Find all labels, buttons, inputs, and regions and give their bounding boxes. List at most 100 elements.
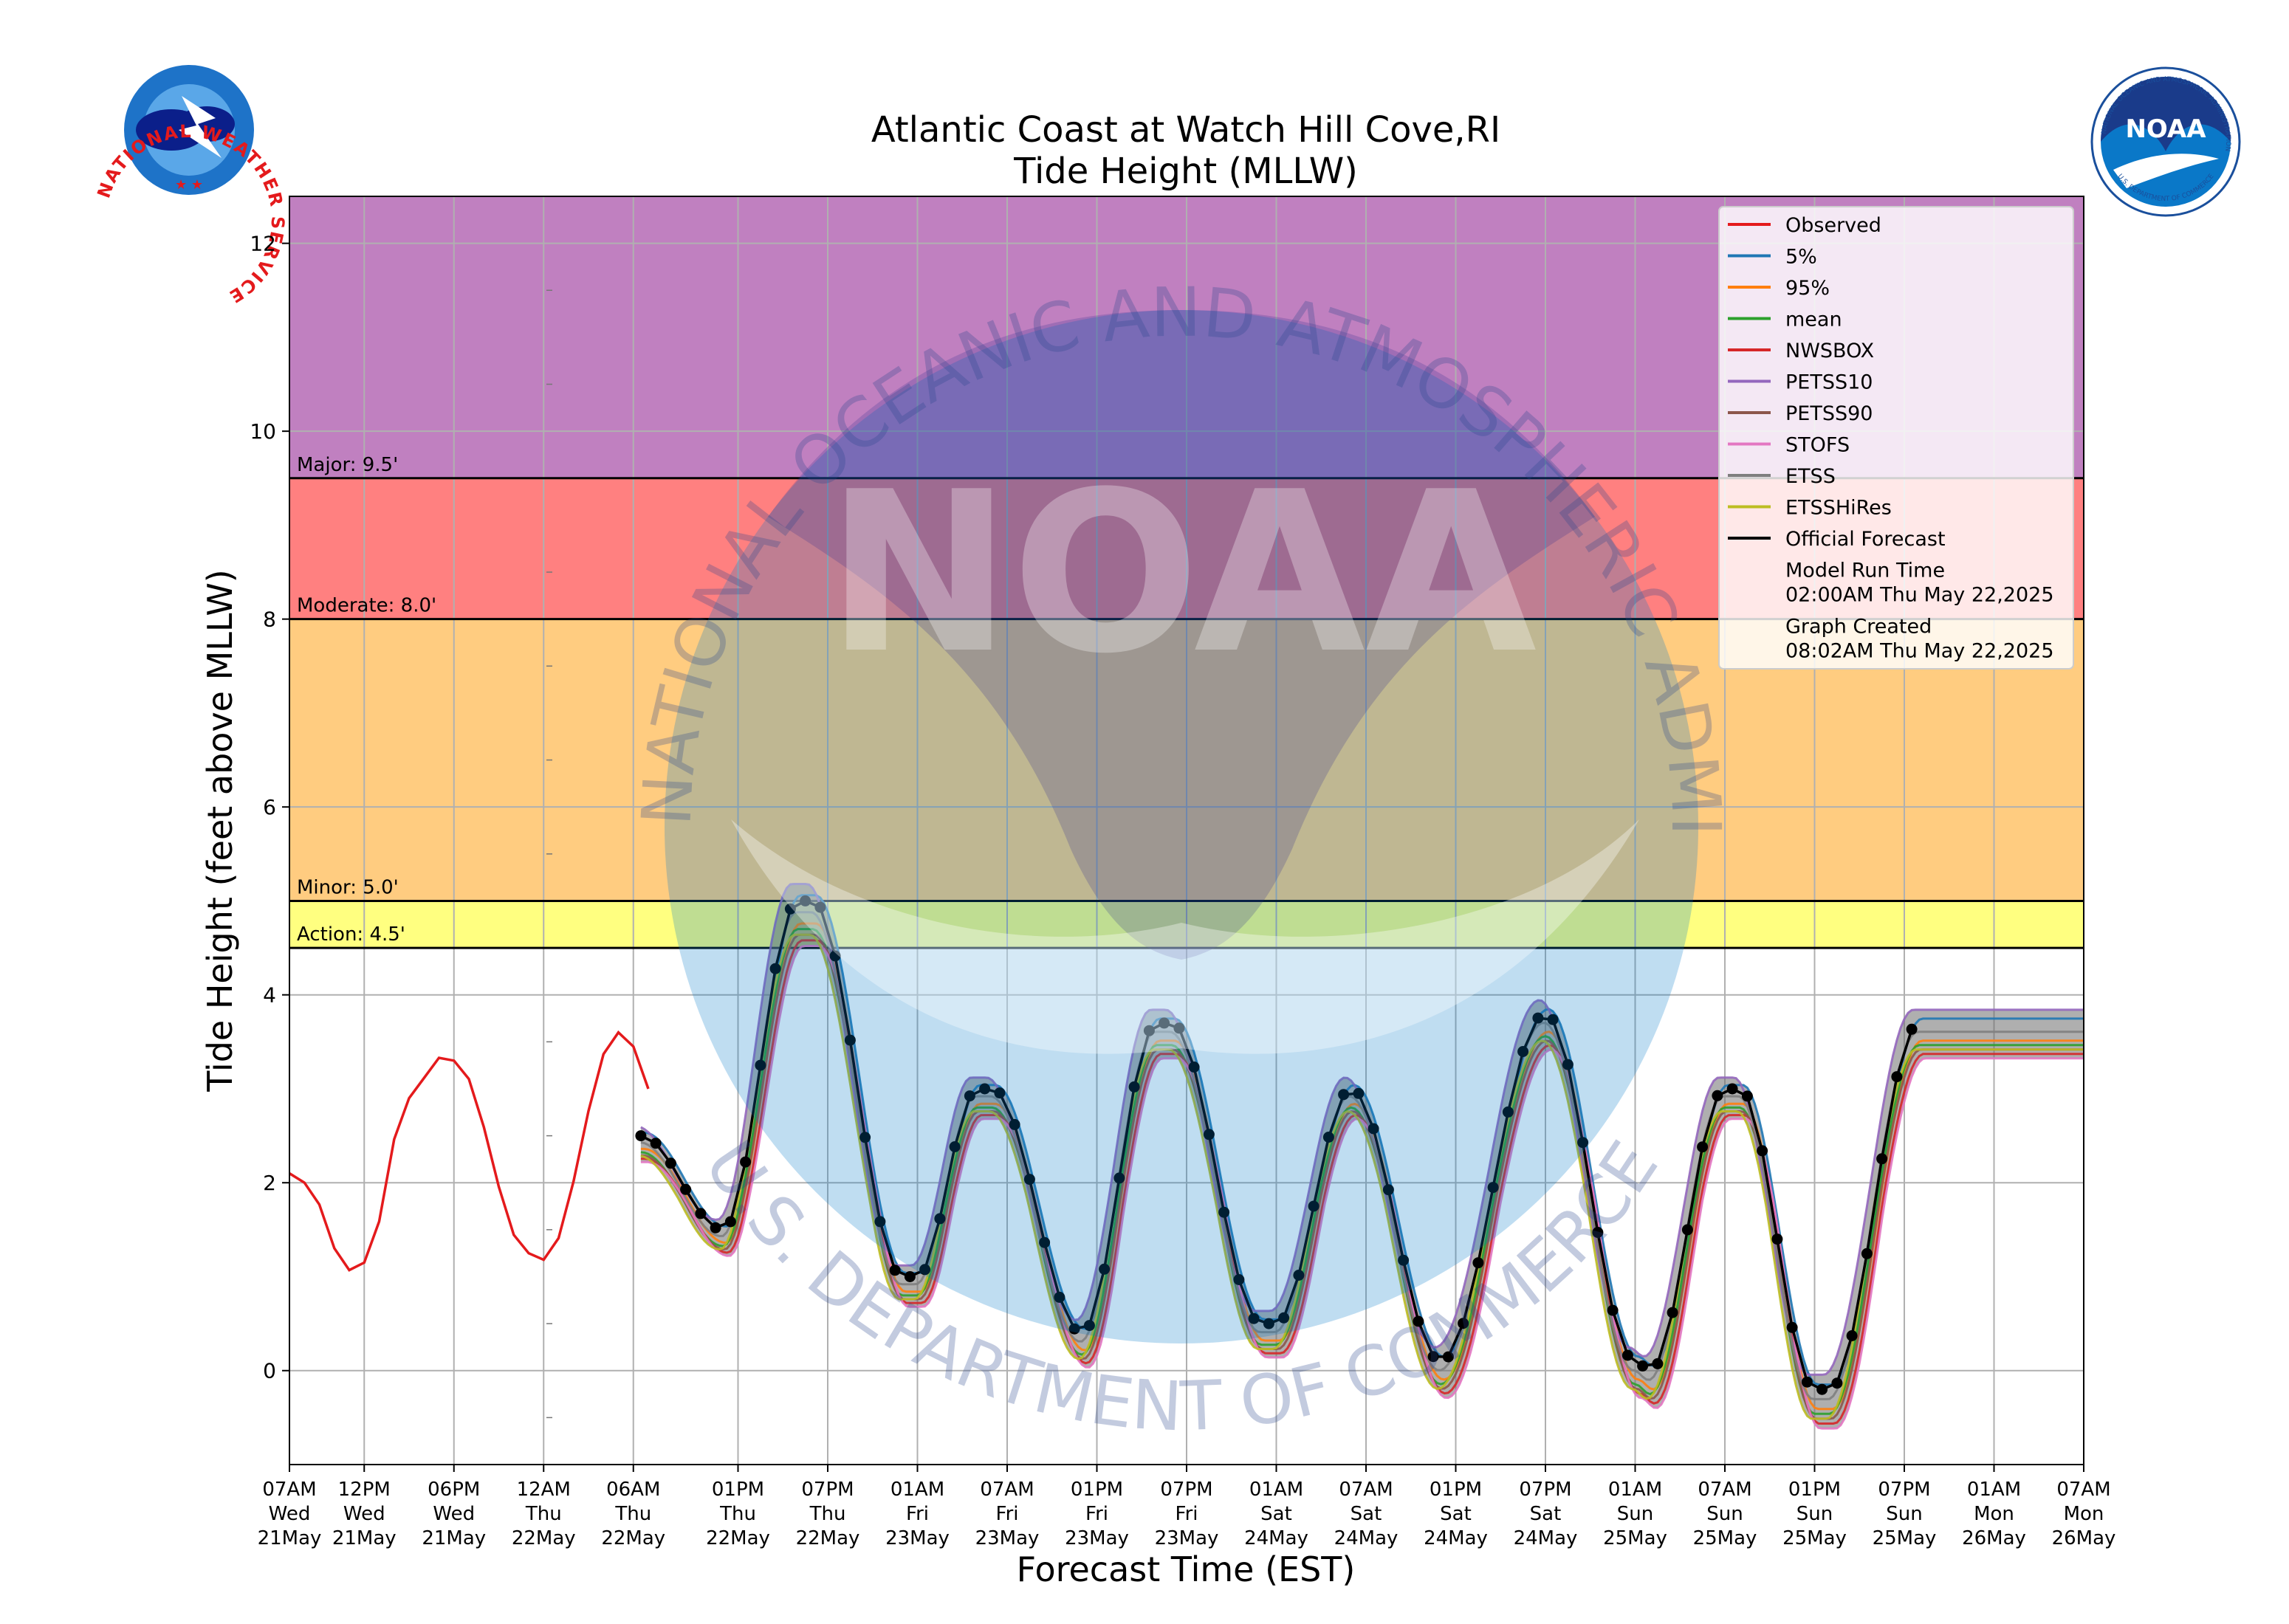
x-tick-label: Thu <box>525 1503 562 1525</box>
y-tick-label: 10 <box>250 419 276 444</box>
official-forecast-point <box>1367 1123 1379 1135</box>
official-forecast-point <box>1487 1182 1499 1194</box>
official-forecast-point <box>814 901 826 913</box>
official-forecast-point <box>919 1264 931 1276</box>
x-tick-label: 12PM <box>338 1479 391 1501</box>
legend-label: 95% <box>1785 277 1830 300</box>
legend-note-label: Model Run Time <box>1785 560 1945 582</box>
official-forecast-point <box>1757 1145 1768 1157</box>
legend-label: Official Forecast <box>1785 528 1946 551</box>
legend-label: mean <box>1785 309 1842 331</box>
official-forecast-point <box>1502 1106 1514 1118</box>
official-forecast-point <box>665 1157 676 1169</box>
nws-logo: NATIONAL WEATHER SERVICE ★ ★ <box>93 65 286 308</box>
official-forecast-point <box>1577 1137 1589 1149</box>
x-tick-label: 01AM <box>1249 1479 1303 1501</box>
x-tick-label: 06AM <box>606 1479 660 1501</box>
x-tick-label: 07AM <box>262 1479 316 1501</box>
official-forecast-point <box>1637 1360 1649 1372</box>
x-tick-label: 23May <box>1065 1527 1129 1549</box>
official-forecast-point <box>710 1222 721 1234</box>
x-tick-label: 23May <box>975 1527 1040 1549</box>
x-tick-label: 07PM <box>1519 1479 1571 1501</box>
x-tick-label: Sun <box>1617 1503 1653 1525</box>
x-tick-label: Thu <box>719 1503 756 1525</box>
observed-line <box>289 1030 650 1272</box>
official-forecast-point <box>1876 1153 1888 1165</box>
y-tick-label: 4 <box>263 983 276 1008</box>
y-tick-label: 6 <box>263 795 276 819</box>
legend-note-label: Graph Created <box>1785 616 1932 639</box>
spread-area <box>640 884 2084 1429</box>
x-tick-label: Fri <box>1085 1503 1108 1525</box>
official-forecast-point <box>934 1213 946 1225</box>
official-forecast-point <box>1607 1304 1619 1316</box>
x-tick-label: Mon <box>2064 1503 2104 1525</box>
official-forecast-point <box>1861 1248 1873 1259</box>
x-tick-label: 12AM <box>517 1479 571 1501</box>
x-tick-label: 23May <box>885 1527 950 1549</box>
official-forecast-point <box>1083 1320 1095 1332</box>
official-forecast-point <box>1681 1224 1693 1236</box>
legend-label: NWSBOX <box>1785 340 1874 362</box>
threshold-label: Moderate: 8.0' <box>297 595 436 617</box>
official-forecast-point <box>1054 1291 1065 1303</box>
x-tick-label: 23May <box>1155 1527 1219 1549</box>
official-forecast <box>635 895 1918 1395</box>
legend: Observed 5% 95% mean NWSBOX PETSS10 PETSS90 STO… <box>1718 206 2074 670</box>
x-tick-label: Sat <box>1440 1503 1472 1525</box>
x-tick-label: 01AM <box>890 1479 944 1501</box>
x-tick-label: Mon <box>1974 1503 2014 1525</box>
official-forecast-point <box>1218 1206 1230 1218</box>
official-forecast-point <box>1427 1351 1439 1363</box>
official-forecast-point <box>1128 1081 1140 1093</box>
official-forecast-point <box>1338 1089 1350 1101</box>
series-line-etsshires <box>640 933 2084 1420</box>
x-tick-label: 06PM <box>428 1479 480 1501</box>
official-forecast-point <box>1547 1014 1559 1025</box>
official-forecast-point <box>1353 1087 1365 1099</box>
threshold-label: Minor: 5.0' <box>297 876 399 898</box>
x-tick-label: 01PM <box>1788 1479 1841 1501</box>
legend-label: STOFS <box>1785 434 1850 457</box>
x-tick-label: 25May <box>1782 1527 1847 1549</box>
x-tick-label: Wed <box>433 1503 475 1525</box>
x-tick-label: 24May <box>1244 1527 1308 1549</box>
x-tick-label: 21May <box>258 1527 322 1549</box>
chart-subtitle: Tide Height (MLLW) <box>1013 151 1358 192</box>
x-tick-label: Thu <box>809 1503 846 1525</box>
official-forecast-point <box>1592 1227 1604 1238</box>
x-tick-label: 25May <box>1873 1527 1937 1549</box>
official-forecast-point <box>994 1087 1006 1099</box>
official-forecast-point <box>1816 1383 1828 1395</box>
official-forecast-point <box>1233 1274 1245 1285</box>
official-forecast-point <box>979 1083 991 1095</box>
x-tick-label: 22May <box>601 1527 665 1549</box>
official-forecast-point <box>889 1265 901 1276</box>
y-tick-label: 0 <box>263 1359 276 1383</box>
x-tick-label: 07PM <box>801 1479 854 1501</box>
threshold-labels: Action: 4.5' Minor: 5.0' Moderate: 8.0' Maj… <box>297 454 436 946</box>
official-forecast-point <box>1891 1071 1903 1083</box>
official-forecast-point <box>1712 1090 1723 1101</box>
official-forecast-point <box>844 1034 856 1046</box>
official-forecast-point <box>1308 1200 1319 1212</box>
official-forecast-point <box>1143 1025 1155 1036</box>
official-forecast-point <box>1173 1022 1185 1034</box>
official-forecast-point <box>695 1208 707 1219</box>
official-forecast-point <box>1203 1129 1215 1140</box>
threshold-label: Major: 9.5' <box>297 454 398 476</box>
x-tick-label: 24May <box>1514 1527 1578 1549</box>
official-forecast-point <box>784 903 796 915</box>
x-tick-label: 21May <box>422 1527 486 1549</box>
x-tick-label: 01PM <box>712 1479 764 1501</box>
x-tick-label: 22May <box>796 1527 860 1549</box>
x-tick-label: 25May <box>1603 1527 1667 1549</box>
noaa-logo-text: NOAA <box>2125 114 2206 144</box>
official-forecast-point <box>1831 1377 1843 1389</box>
legend-label: PETSS10 <box>1785 371 1873 394</box>
y-tick-label: 2 <box>263 1171 276 1195</box>
x-tick-label: Sat <box>1530 1503 1562 1525</box>
legend-note-value: 02:00AM Thu May 22,2025 <box>1785 584 2054 607</box>
official-forecast-point <box>1532 1012 1544 1024</box>
